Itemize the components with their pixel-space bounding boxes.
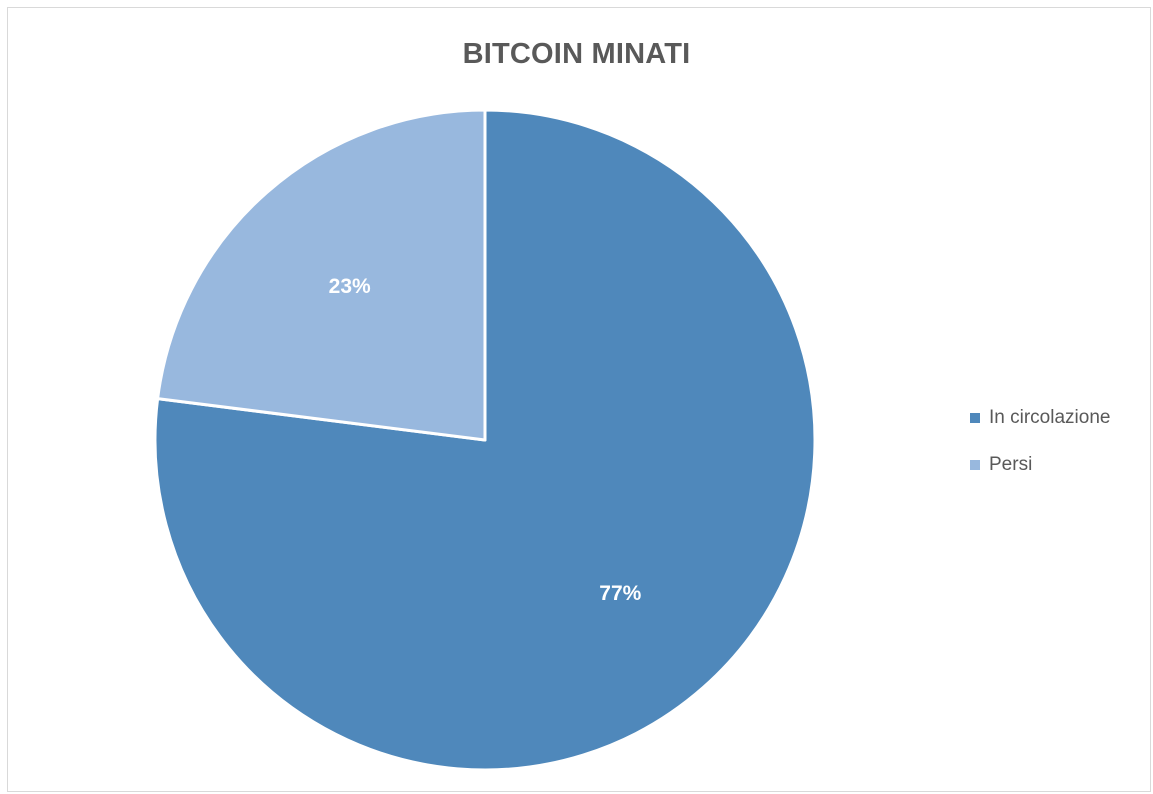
legend: In circolazione Persi bbox=[970, 404, 1110, 498]
legend-label-in-circolazione: In circolazione bbox=[989, 407, 1111, 428]
pie-slices bbox=[153, 108, 817, 772]
data-label-persi: 23% bbox=[329, 275, 371, 298]
pie-labels: 77% 23% bbox=[329, 275, 642, 605]
legend-swatch-persi bbox=[970, 460, 980, 470]
legend-item-in-circolazione: In circolazione bbox=[970, 404, 1110, 432]
legend-item-persi: Persi bbox=[970, 451, 1110, 479]
pie-slice-in-circolazione bbox=[153, 108, 817, 772]
data-label-in-circolazione: 77% bbox=[599, 582, 641, 605]
legend-label-persi: Persi bbox=[989, 454, 1033, 475]
pie-slice-persi bbox=[156, 108, 487, 442]
legend-swatch-in-circolazione bbox=[970, 413, 980, 423]
chart-title: BITCOIN MINATI bbox=[462, 38, 691, 70]
